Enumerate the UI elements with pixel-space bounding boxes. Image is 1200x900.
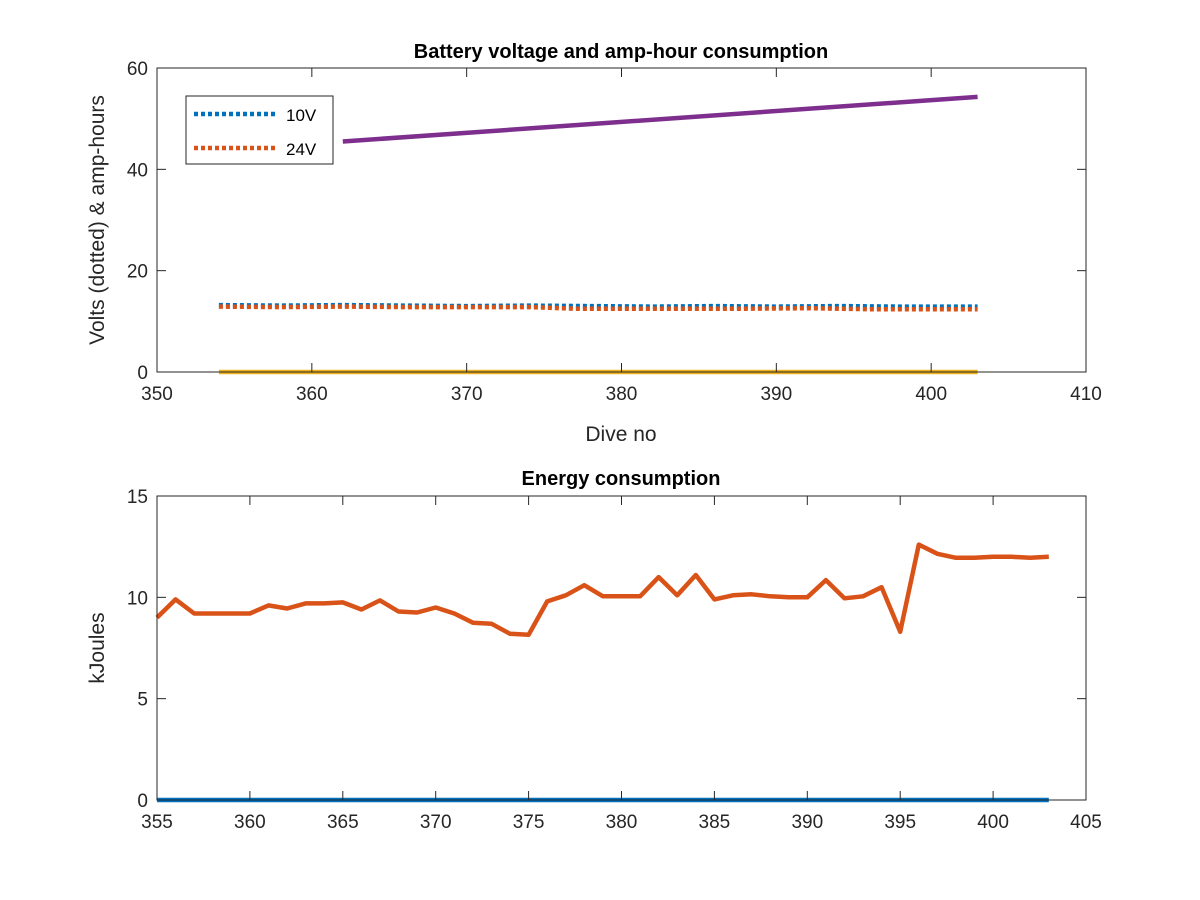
series-line-10v — [218, 302, 978, 309]
chart-title: Energy consumption — [522, 468, 721, 490]
x-tick-label: 390 — [791, 812, 823, 833]
voltage-plot: Battery voltage and amp-hour consumption… — [86, 41, 1102, 446]
series-line-series-1 — [155, 542, 1049, 638]
y-tick-label: 40 — [127, 160, 148, 181]
y-tick-label: 0 — [137, 363, 148, 384]
x-tick-label: 360 — [296, 384, 328, 405]
y-tick-label: 60 — [127, 59, 148, 80]
y-tick-label: 0 — [137, 791, 148, 812]
y-tick-label: 20 — [127, 262, 148, 283]
legend: 10V 24V — [185, 95, 334, 165]
series-line-24v — [218, 304, 978, 312]
x-tick-label: 375 — [513, 812, 545, 833]
legend-box — [185, 95, 334, 165]
x-tick-label: 395 — [884, 812, 916, 833]
x-tick-label: 385 — [699, 812, 731, 833]
x-tick-label: 390 — [760, 384, 792, 405]
x-tick-label: 360 — [234, 812, 266, 833]
x-tick-label: 380 — [606, 812, 638, 833]
x-tick-label: 370 — [420, 812, 452, 833]
x-tick-label: 400 — [977, 812, 1009, 833]
x-tick-label: 380 — [606, 384, 638, 405]
x-tick-label: 350 — [141, 384, 173, 405]
x-tick-label: 400 — [915, 384, 947, 405]
x-tick-label: 410 — [1070, 384, 1102, 405]
y-axis-label: Volts (dotted) & amp-hours — [86, 95, 109, 345]
y-tick-label: 15 — [127, 487, 148, 508]
chart-title: Battery voltage and amp-hour consumption — [414, 41, 828, 63]
x-tick-label: 365 — [327, 812, 359, 833]
y-tick-label: 10 — [127, 588, 148, 609]
legend-label: 10V — [286, 106, 317, 125]
series-line-series-3 — [342, 94, 978, 144]
x-tick-label: 370 — [451, 384, 483, 405]
x-tick-label: 355 — [141, 812, 173, 833]
y-tick-label: 5 — [137, 690, 148, 711]
legend-label: 24V — [286, 140, 317, 159]
energy-plot: Energy consumption kJoules 355 360 365 370 3… — [86, 468, 1102, 833]
y-axis-label: kJoules — [86, 612, 109, 683]
x-tick-label: 405 — [1070, 812, 1102, 833]
x-axis-label: Dive no — [585, 423, 656, 446]
